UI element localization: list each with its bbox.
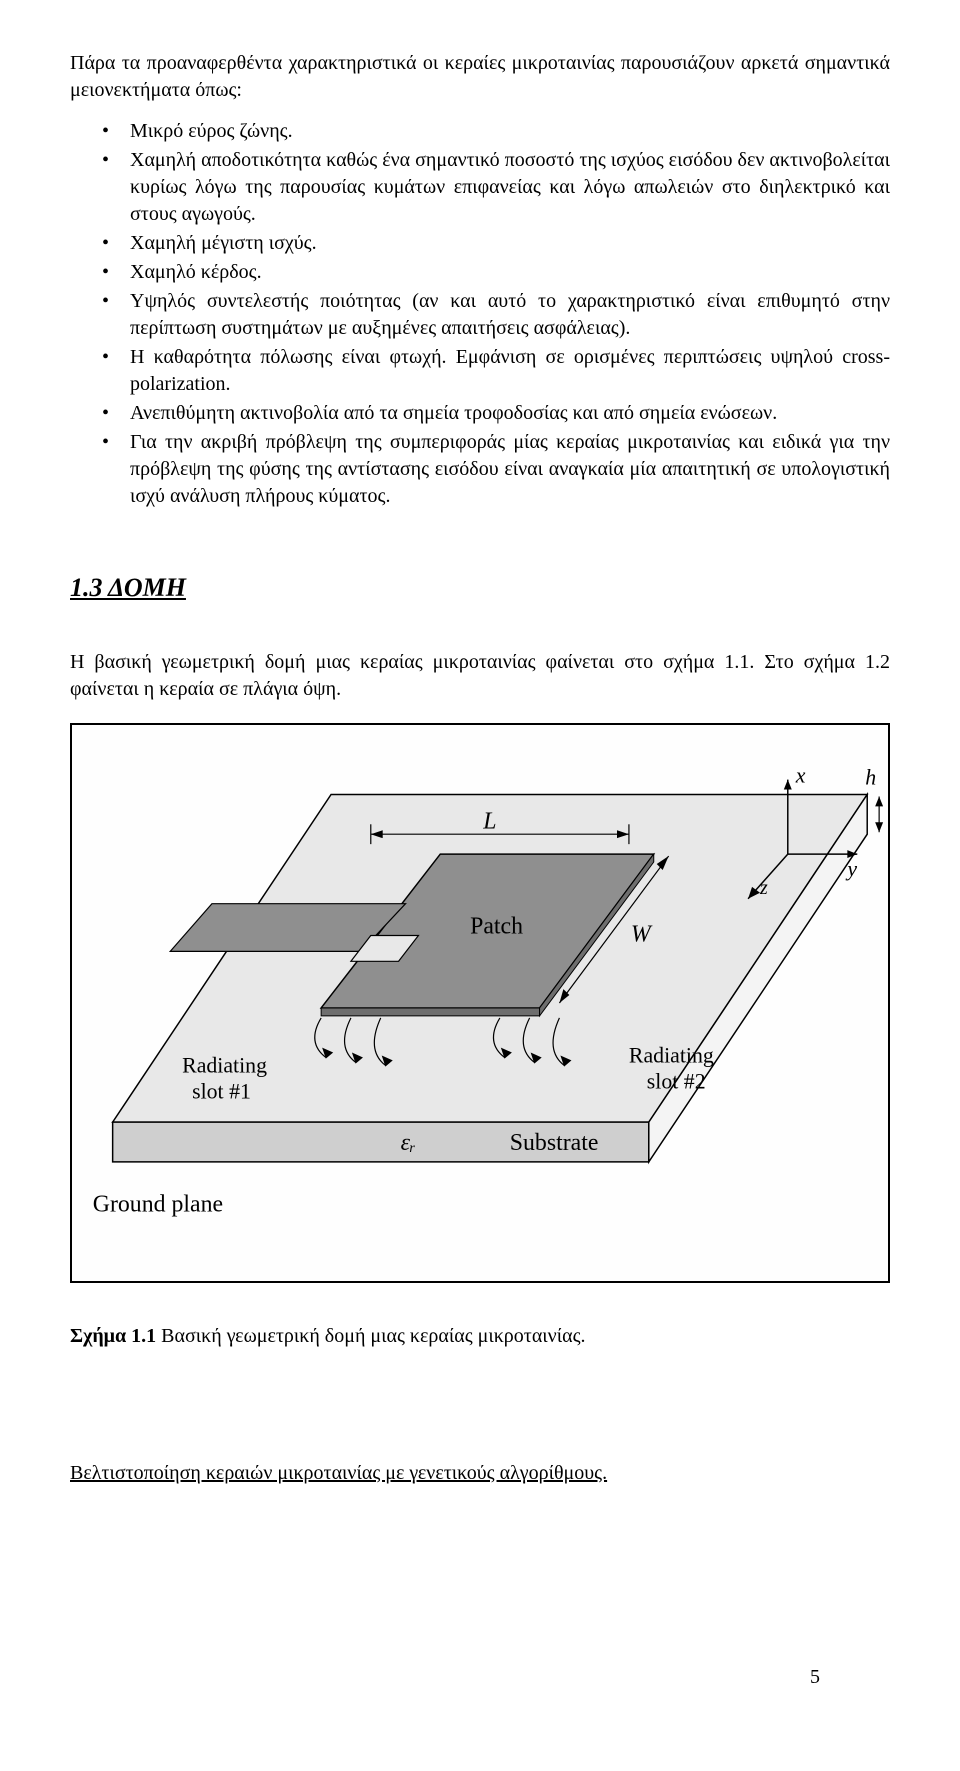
list-item: Μικρό εύρος ζώνης. xyxy=(130,118,890,145)
label-L: L xyxy=(482,808,496,834)
section-heading: 1.3 ΔΟΜΗ xyxy=(70,570,890,605)
list-item: Υψηλός συντελεστής ποιότητας (αν και αυτ… xyxy=(130,288,890,342)
caption-number: Σχήμα 1.1 xyxy=(70,1325,156,1347)
label-z: z xyxy=(759,877,768,899)
label-radslot2a: Radiating xyxy=(629,1044,714,1068)
label-radslot1a: Radiating xyxy=(182,1054,267,1078)
label-ground-plane: Ground plane xyxy=(93,1192,223,1218)
label-substrate: Substrate xyxy=(510,1130,599,1156)
list-item: Για την ακριβή πρόβλεψη της συμπεριφοράς… xyxy=(130,429,890,510)
list-item: Ανεπιθύμητη ακτινοβολία από τα σημεία τρ… xyxy=(130,400,890,427)
body-paragraph: Η βασική γεωμετρική δομή μιας κεραίας μι… xyxy=(70,649,890,703)
intro-paragraph: Πάρα τα προαναφερθέντα χαρακτηριστικά οι… xyxy=(70,50,890,104)
figure-caption: Σχήμα 1.1 Βασική γεωμετρική δομή μιας κε… xyxy=(70,1323,890,1350)
disadvantages-list: Μικρό εύρος ζώνης. Χαμηλή αποδοτικότητα … xyxy=(70,118,890,510)
list-item: Χαμηλή μέγιστη ισχύς. xyxy=(130,230,890,257)
label-epsilon: εᵣ xyxy=(401,1130,416,1156)
label-y: y xyxy=(845,857,857,881)
label-radslot2b: slot #2 xyxy=(647,1069,706,1093)
label-W: W xyxy=(631,922,653,948)
label-h: h xyxy=(865,766,876,790)
list-item: Χαμηλή αποδοτικότητα καθώς ένα σημαντικό… xyxy=(130,147,890,228)
list-item: Χαμηλό κέρδος. xyxy=(130,259,890,286)
caption-text: Βασική γεωμετρική δομή μιας κεραίας μικρ… xyxy=(156,1325,585,1347)
label-x: x xyxy=(795,764,806,788)
label-radslot1b: slot #1 xyxy=(192,1079,251,1103)
list-item: Η καθαρότητα πόλωσης είναι φτωχή. Εμφάνι… xyxy=(130,344,890,398)
label-patch: Patch xyxy=(470,914,523,940)
page-number: 5 xyxy=(810,1664,820,1691)
figure-1-1: L W h x y z xyxy=(70,723,890,1283)
page-footer: Βελτιστοποίηση κεραιών μικροταινίας με γ… xyxy=(70,1460,890,1487)
patch-front xyxy=(321,1008,539,1016)
